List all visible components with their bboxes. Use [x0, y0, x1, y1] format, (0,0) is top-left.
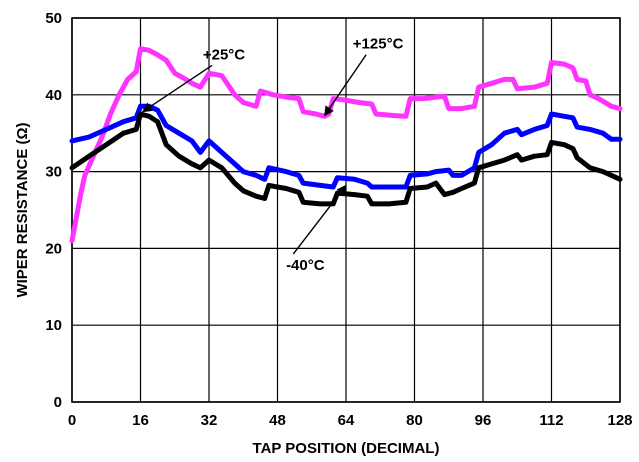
- annotation-arrow: [324, 54, 367, 117]
- x-tick-label: 128: [607, 412, 632, 429]
- y-tick-label: 10: [45, 317, 62, 334]
- y-tick-labels: 0 10 20 30 40 50: [45, 10, 62, 411]
- plot-frame: [71, 17, 621, 403]
- series-line-40c: [69, 111, 623, 207]
- y-axis-title: WIPER RESISTANCE (Ω): [14, 122, 31, 297]
- annotation-layer: +25°C +125°C -40°C: [141, 36, 404, 274]
- x-tick-labels: 0 16 32 48 64 80 96 112 128: [68, 412, 633, 429]
- y-tick-label: 50: [45, 10, 62, 27]
- x-tick-label: 32: [201, 412, 218, 429]
- x-tick-label: 0: [68, 412, 76, 429]
- x-tick-label: 112: [539, 412, 563, 429]
- annotation-label: -40°C: [286, 257, 325, 274]
- annotation-label: +25°C: [203, 46, 245, 63]
- annotation-arrow: [141, 64, 213, 113]
- y-tick-label: 0: [54, 394, 62, 411]
- y-tick-label: 40: [45, 87, 62, 104]
- x-axis-title: TAP POSITION (DECIMAL): [253, 440, 440, 457]
- series-line-25c: [69, 103, 623, 190]
- x-tick-label: 80: [406, 412, 423, 429]
- x-tick-label: 96: [475, 412, 492, 429]
- grid: [71, 17, 621, 403]
- y-tick-label: 30: [45, 164, 62, 181]
- annotation-arrow: [292, 184, 347, 255]
- x-tick-label: 64: [338, 412, 355, 429]
- y-tick-label: 20: [45, 240, 62, 257]
- x-tick-label: 16: [132, 412, 149, 429]
- x-tick-label: 48: [269, 412, 286, 429]
- annotation-label: +125°C: [353, 36, 404, 53]
